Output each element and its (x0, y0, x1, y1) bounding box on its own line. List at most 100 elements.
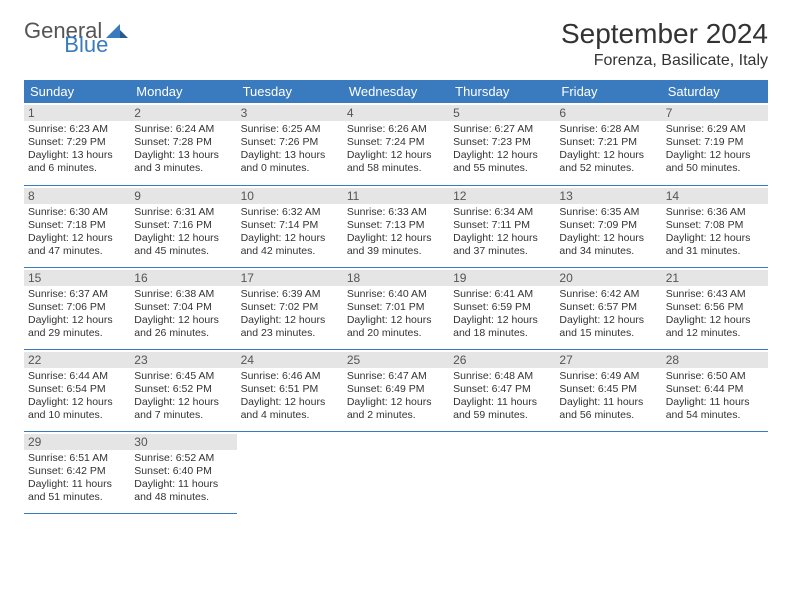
sunset-text: Sunset: 7:09 PM (559, 219, 657, 232)
daylight-text: Daylight: 12 hours and 23 minutes. (241, 314, 339, 340)
calendar-cell: 5Sunrise: 6:27 AMSunset: 7:23 PMDaylight… (449, 103, 555, 185)
day-details: Sunrise: 6:24 AMSunset: 7:28 PMDaylight:… (134, 123, 232, 176)
calendar-cell: 25 Sunrise: 6:47 AMSunset: 6:49 PMDayligh… (343, 349, 449, 431)
sunset-text: Sunset: 6:42 PM (28, 465, 126, 478)
sunrise-text: Sunrise: 6:47 AM (347, 370, 445, 383)
daylight-text: Daylight: 12 hours and 42 minutes. (241, 232, 339, 258)
day-number: 28 (662, 352, 768, 368)
calendar-cell (449, 431, 555, 513)
day-details: Sunrise: 6:26 AMSunset: 7:24 PMDaylight:… (347, 123, 445, 176)
sunset-text: Sunset: 7:21 PM (559, 136, 657, 149)
calendar-cell: 18Sunrise: 6:40 AMSunset: 7:01 PMDayligh… (343, 267, 449, 349)
daylight-text: Daylight: 12 hours and 4 minutes. (241, 396, 339, 422)
calendar-cell: 16Sunrise: 6:38 AMSunset: 7:04 PMDayligh… (130, 267, 236, 349)
day-number: 22 (24, 352, 130, 368)
calendar-cell: 12Sunrise: 6:34 AMSunset: 7:11 PMDayligh… (449, 185, 555, 267)
sunrise-text: Sunrise: 6:37 AM (28, 288, 126, 301)
calendar-cell: 8Sunrise: 6:30 AMSunset: 7:18 PMDaylight… (24, 185, 130, 267)
calendar-cell: 9Sunrise: 6:31 AMSunset: 7:16 PMDaylight… (130, 185, 236, 267)
location-subtitle: Forenza, Basilicate, Italy (561, 52, 768, 70)
weekday-header: Sunday (24, 80, 130, 103)
sunset-text: Sunset: 7:28 PM (134, 136, 232, 149)
day-details: Sunrise: 6:47 AMSunset: 6:49 PMDaylight:… (347, 370, 445, 423)
day-details: Sunrise: 6:44 AMSunset: 6:54 PMDaylight:… (28, 370, 126, 423)
sunset-text: Sunset: 7:16 PM (134, 219, 232, 232)
sunset-text: Sunset: 6:44 PM (666, 383, 764, 396)
calendar-cell: 10Sunrise: 6:32 AMSunset: 7:14 PMDayligh… (237, 185, 343, 267)
day-details: Sunrise: 6:23 AMSunset: 7:29 PMDaylight:… (28, 123, 126, 176)
day-number: 25 (343, 352, 449, 368)
daylight-text: Daylight: 13 hours and 0 minutes. (241, 149, 339, 175)
sunrise-text: Sunrise: 6:45 AM (134, 370, 232, 383)
sunset-text: Sunset: 7:13 PM (347, 219, 445, 232)
day-details: Sunrise: 6:33 AMSunset: 7:13 PMDaylight:… (347, 206, 445, 259)
day-details: Sunrise: 6:39 AMSunset: 7:02 PMDaylight:… (241, 288, 339, 341)
calendar-cell: 19Sunrise: 6:41 AMSunset: 6:59 PMDayligh… (449, 267, 555, 349)
calendar-cell: 13Sunrise: 6:35 AMSunset: 7:09 PMDayligh… (555, 185, 661, 267)
weekday-header: Friday (555, 80, 661, 103)
sunset-text: Sunset: 7:11 PM (453, 219, 551, 232)
sunset-text: Sunset: 7:26 PM (241, 136, 339, 149)
calendar-table: SundayMondayTuesdayWednesdayThursdayFrid… (24, 80, 768, 514)
day-number: 17 (237, 270, 343, 286)
weekday-header: Saturday (662, 80, 768, 103)
sunset-text: Sunset: 6:45 PM (559, 383, 657, 396)
day-details: Sunrise: 6:50 AMSunset: 6:44 PMDaylight:… (666, 370, 764, 423)
sunrise-text: Sunrise: 6:41 AM (453, 288, 551, 301)
daylight-text: Daylight: 12 hours and 55 minutes. (453, 149, 551, 175)
sunrise-text: Sunrise: 6:30 AM (28, 206, 126, 219)
daylight-text: Daylight: 12 hours and 58 minutes. (347, 149, 445, 175)
calendar-cell: 1 Sunrise: 6:23 AMSunset: 7:29 PMDaylight… (24, 103, 130, 185)
daylight-text: Daylight: 12 hours and 12 minutes. (666, 314, 764, 340)
sunrise-text: Sunrise: 6:29 AM (666, 123, 764, 136)
sunset-text: Sunset: 6:51 PM (241, 383, 339, 396)
daylight-text: Daylight: 12 hours and 26 minutes. (134, 314, 232, 340)
day-number: 1 (24, 105, 130, 121)
day-number: 13 (555, 188, 661, 204)
logo-text-blue: Blue (64, 32, 108, 58)
day-number: 14 (662, 188, 768, 204)
day-number: 30 (130, 434, 236, 450)
calendar-header-row: SundayMondayTuesdayWednesdayThursdayFrid… (24, 80, 768, 103)
day-details: Sunrise: 6:30 AMSunset: 7:18 PMDaylight:… (28, 206, 126, 259)
day-number: 20 (555, 270, 661, 286)
day-details: Sunrise: 6:46 AMSunset: 6:51 PMDaylight:… (241, 370, 339, 423)
calendar-cell: 14Sunrise: 6:36 AMSunset: 7:08 PMDayligh… (662, 185, 768, 267)
sunset-text: Sunset: 6:47 PM (453, 383, 551, 396)
day-details: Sunrise: 6:48 AMSunset: 6:47 PMDaylight:… (453, 370, 551, 423)
daylight-text: Daylight: 12 hours and 2 minutes. (347, 396, 445, 422)
sunset-text: Sunset: 6:54 PM (28, 383, 126, 396)
day-number: 27 (555, 352, 661, 368)
logo-triangle-icon (106, 20, 128, 43)
sunrise-text: Sunrise: 6:27 AM (453, 123, 551, 136)
daylight-text: Daylight: 12 hours and 18 minutes. (453, 314, 551, 340)
sunrise-text: Sunrise: 6:38 AM (134, 288, 232, 301)
sunrise-text: Sunrise: 6:42 AM (559, 288, 657, 301)
calendar-cell: 17 Sunrise: 6:39 AMSunset: 7:02 PMDayligh… (237, 267, 343, 349)
calendar-cell (555, 431, 661, 513)
daylight-text: Daylight: 11 hours and 54 minutes. (666, 396, 764, 422)
sunrise-text: Sunrise: 6:36 AM (666, 206, 764, 219)
day-details: Sunrise: 6:27 AMSunset: 7:23 PMDaylight:… (453, 123, 551, 176)
day-details: Sunrise: 6:25 AMSunset: 7:26 PMDaylight:… (241, 123, 339, 176)
day-details: Sunrise: 6:49 AMSunset: 6:45 PMDaylight:… (559, 370, 657, 423)
calendar-cell: 21Sunrise: 6:43 AMSunset: 6:56 PMDayligh… (662, 267, 768, 349)
day-number: 10 (237, 188, 343, 204)
weekday-header: Monday (130, 80, 236, 103)
weekday-header: Tuesday (237, 80, 343, 103)
daylight-text: Daylight: 12 hours and 39 minutes. (347, 232, 445, 258)
sunset-text: Sunset: 7:18 PM (28, 219, 126, 232)
day-details: Sunrise: 6:37 AMSunset: 7:06 PMDaylight:… (28, 288, 126, 341)
calendar-cell: 30Sunrise: 6:52 AMSunset: 6:40 PMDayligh… (130, 431, 236, 513)
day-details: Sunrise: 6:40 AMSunset: 7:01 PMDaylight:… (347, 288, 445, 341)
day-details: Sunrise: 6:51 AMSunset: 6:42 PMDaylight:… (28, 452, 126, 505)
header: General Blue September 2024 Forenza, Bas… (24, 18, 768, 70)
sunset-text: Sunset: 7:29 PM (28, 136, 126, 149)
calendar-cell (343, 431, 449, 513)
day-number: 11 (343, 188, 449, 204)
daylight-text: Daylight: 12 hours and 20 minutes. (347, 314, 445, 340)
daylight-text: Daylight: 12 hours and 31 minutes. (666, 232, 764, 258)
day-number: 3 (237, 105, 343, 121)
daylight-text: Daylight: 13 hours and 3 minutes. (134, 149, 232, 175)
sunrise-text: Sunrise: 6:39 AM (241, 288, 339, 301)
